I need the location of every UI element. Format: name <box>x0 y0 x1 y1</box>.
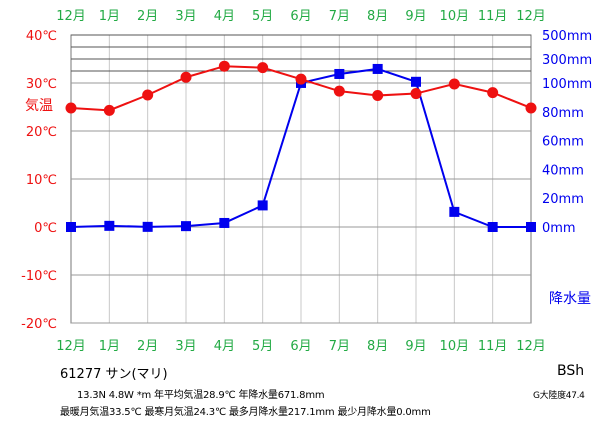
station-summary: 13.3N 4.8W *m 年平均気温28.9℃ 年降水量671.8mm <box>77 390 325 401</box>
precipitation-point <box>334 68 345 79</box>
top-month-label: 12月 <box>56 9 86 24</box>
climate-classification: BSh <box>557 363 585 379</box>
temperature-tick-label: 20℃ <box>26 125 57 140</box>
bottom-month-label: 2月 <box>137 339 158 354</box>
bottom-month-label: 12月 <box>516 339 546 354</box>
temperature-axis: 気温 40℃ 30℃ 20℃ 10℃ 0℃ -10℃ -20℃ <box>21 29 57 332</box>
top-month-label: 12月 <box>516 9 546 24</box>
temperature-tick-label: 10℃ <box>26 173 57 188</box>
temperature-point <box>218 60 230 72</box>
bottom-month-label: 1月 <box>99 339 120 354</box>
top-month-label: 2月 <box>137 9 158 24</box>
precipitation-tick-label: 100mm <box>542 77 592 92</box>
temperature-point <box>487 87 499 99</box>
station-extremes: 最暖月気温33.5℃ 最寒月気温24.3℃ 最多月降水量217.1mm 最少月降… <box>60 407 431 418</box>
top-month-label: 1月 <box>99 9 120 24</box>
temperature-point <box>142 89 154 101</box>
precipitation-point <box>411 76 421 87</box>
top-month-label: 5月 <box>252 9 273 24</box>
precipitation-tick-label: 20mm <box>542 192 584 207</box>
precipitation-tick-label: 0mm <box>542 221 576 236</box>
precipitation-axis: 降水量 500mm 300mm 100mm 80mm 60mm 40mm 20mm 0mm <box>542 29 592 307</box>
temperature-point <box>295 73 307 85</box>
bottom-month-label: 9月 <box>405 339 426 354</box>
precipitation-point <box>257 200 268 211</box>
top-month-label: 6月 <box>290 9 311 24</box>
precipitation-point <box>526 222 536 232</box>
bottom-month-label: 5月 <box>252 339 273 354</box>
precipitation-tick-label: 500mm <box>542 29 592 44</box>
temperature-tick-label: 30℃ <box>26 77 57 92</box>
station-name: 61277 サン(マリ) <box>60 367 168 382</box>
top-month-label: 3月 <box>175 9 196 24</box>
top-month-label: 8月 <box>367 9 388 24</box>
top-month-label: 9月 <box>405 9 426 24</box>
precipitation-tick-label: 60mm <box>542 135 584 150</box>
bottom-month-label: 6月 <box>290 339 311 354</box>
temperature-series <box>65 60 537 116</box>
continentality-index: G大陸度47.4 <box>533 391 585 401</box>
top-month-label: 11月 <box>478 9 508 24</box>
precipitation-tick-label: 80mm <box>542 106 584 121</box>
temperature-axis-title: 気温 <box>25 98 53 114</box>
temperature-tick-label: 0℃ <box>34 221 57 236</box>
precipitation-point <box>66 222 76 232</box>
temperature-tick-label: -20℃ <box>21 317 57 332</box>
precipitation-point <box>181 221 191 232</box>
temperature-point <box>333 85 345 97</box>
precipitation-point <box>142 221 153 232</box>
temperature-point <box>65 102 77 114</box>
top-month-label: 10月 <box>440 9 470 24</box>
temperature-tick-label: 40℃ <box>26 29 57 44</box>
precipitation-point <box>372 63 383 74</box>
bottom-month-label: 11月 <box>478 339 508 354</box>
precipitation-point <box>219 217 230 228</box>
bottom-month-label: 10月 <box>440 339 470 354</box>
temperature-point <box>448 78 460 90</box>
temperature-point <box>525 102 537 114</box>
precipitation-tick-label: 40mm <box>542 163 584 178</box>
temperature-point <box>372 89 384 101</box>
top-month-label: 7月 <box>329 9 350 24</box>
precipitation-point <box>104 220 115 231</box>
bottom-month-label: 3月 <box>175 339 196 354</box>
climate-chart: 12月 1月 2月 3月 4月 5月 6月 7月 8月 9月 10月 11月 12月 12月 1月 2月 3月… <box>21 9 592 354</box>
temperature-point <box>257 62 269 74</box>
temperature-point <box>410 88 422 100</box>
precipitation-tick-label: 300mm <box>542 53 592 68</box>
bottom-month-label: 8月 <box>367 339 388 354</box>
temperature-point <box>103 104 115 116</box>
precipitation-axis-title: 降水量 <box>549 291 591 307</box>
temperature-point <box>180 71 192 83</box>
bottom-month-label: 4月 <box>214 339 235 354</box>
bottom-month-labels: 12月 1月 2月 3月 4月 5月 6月 7月 8月 9月 10月 11月 12月 <box>56 339 546 354</box>
precipitation-point <box>449 206 460 217</box>
top-month-labels: 12月 1月 2月 3月 4月 5月 6月 7月 8月 9月 10月 11月 12月 <box>56 9 546 24</box>
temperature-tick-label: -10℃ <box>21 269 57 284</box>
precipitation-point <box>487 222 498 232</box>
bottom-month-label: 12月 <box>56 339 86 354</box>
bottom-month-label: 7月 <box>329 339 350 354</box>
top-month-label: 4月 <box>214 9 235 24</box>
